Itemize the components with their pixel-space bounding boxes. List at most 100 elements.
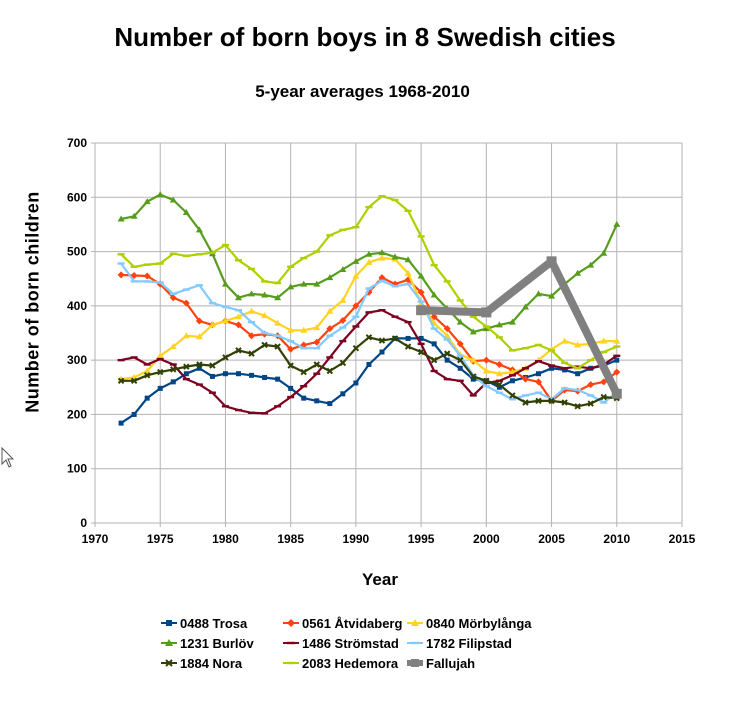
data-point bbox=[600, 249, 608, 256]
data-point bbox=[457, 356, 464, 364]
series-1486-str-mstad bbox=[117, 309, 621, 415]
data-point bbox=[404, 256, 412, 263]
data-point bbox=[300, 256, 308, 260]
data-point bbox=[535, 378, 543, 386]
data-point bbox=[535, 290, 543, 297]
data-point bbox=[365, 311, 373, 314]
y-tick-label: 500 bbox=[67, 245, 87, 259]
data-point bbox=[340, 391, 346, 397]
data-point bbox=[209, 362, 216, 369]
data-point bbox=[378, 279, 386, 283]
data-point bbox=[221, 405, 229, 408]
data-point bbox=[521, 367, 529, 370]
data-point bbox=[443, 280, 451, 283]
data-point bbox=[274, 319, 282, 326]
data-point bbox=[600, 378, 608, 386]
data-point bbox=[248, 350, 255, 357]
data-point bbox=[470, 373, 477, 380]
data-point bbox=[587, 381, 595, 389]
data-point bbox=[417, 272, 425, 279]
data-point bbox=[165, 659, 173, 667]
data-point bbox=[587, 261, 595, 268]
legend-item: 2083 Hedemora bbox=[282, 655, 406, 671]
legend-item: 0488 Trosa bbox=[160, 615, 282, 631]
data-point bbox=[508, 374, 516, 377]
data-point bbox=[117, 271, 125, 279]
data-point bbox=[469, 394, 477, 397]
data-point bbox=[548, 364, 556, 367]
data-point bbox=[169, 343, 177, 350]
y-tick-label: 600 bbox=[67, 190, 87, 204]
data-point bbox=[587, 400, 594, 407]
data-point bbox=[300, 385, 308, 388]
data-point bbox=[248, 411, 256, 414]
data-point bbox=[404, 282, 412, 286]
series-1884-nora bbox=[117, 334, 620, 410]
data-point bbox=[327, 401, 333, 407]
data-point bbox=[444, 357, 450, 363]
data-point bbox=[587, 367, 595, 370]
data-point bbox=[600, 401, 608, 404]
data-point bbox=[300, 326, 308, 333]
data-point bbox=[574, 403, 581, 410]
y-tick-label: 300 bbox=[67, 353, 87, 367]
data-point bbox=[221, 243, 229, 247]
data-point bbox=[261, 312, 269, 319]
data-point bbox=[195, 383, 203, 386]
data-point bbox=[391, 335, 399, 342]
data-point bbox=[143, 372, 151, 379]
data-point bbox=[261, 280, 269, 283]
data-point bbox=[195, 253, 203, 256]
data-point bbox=[600, 350, 608, 354]
data-point bbox=[481, 307, 492, 318]
series-0488-trosa bbox=[118, 335, 620, 426]
x-tick-label: 2000 bbox=[473, 532, 500, 546]
x-axis-label: Year bbox=[362, 570, 398, 589]
series-line bbox=[120, 337, 618, 425]
data-point bbox=[535, 360, 543, 363]
data-point bbox=[456, 354, 464, 357]
data-point bbox=[326, 325, 334, 333]
data-point bbox=[418, 335, 424, 341]
data-point bbox=[495, 360, 503, 368]
legend-swatch bbox=[407, 659, 423, 667]
data-point bbox=[234, 259, 242, 262]
data-point bbox=[182, 332, 190, 339]
data-point bbox=[182, 208, 190, 215]
data-point bbox=[378, 274, 386, 282]
data-point bbox=[521, 347, 529, 350]
data-point bbox=[143, 272, 151, 280]
data-point bbox=[261, 331, 269, 335]
data-point bbox=[365, 287, 373, 290]
data-point bbox=[548, 398, 556, 401]
data-point bbox=[469, 315, 477, 318]
data-point bbox=[404, 269, 412, 276]
data-point bbox=[117, 262, 125, 265]
data-point bbox=[482, 356, 490, 364]
data-point bbox=[234, 408, 242, 412]
data-point bbox=[535, 397, 542, 405]
data-point bbox=[483, 377, 490, 384]
data-point bbox=[431, 341, 437, 347]
data-point bbox=[313, 372, 321, 375]
legend-label: 1782 Filipstad bbox=[426, 635, 512, 651]
data-point bbox=[209, 373, 215, 379]
data-point bbox=[456, 340, 464, 348]
legend-item: 1782 Filipstad bbox=[406, 635, 566, 651]
data-point bbox=[404, 343, 412, 350]
data-point bbox=[339, 228, 347, 232]
legend-item: 0561 Åtvidaberg bbox=[282, 615, 406, 631]
legend-swatch bbox=[283, 619, 299, 627]
data-point bbox=[482, 325, 490, 332]
data-point bbox=[574, 388, 582, 392]
data-point bbox=[195, 317, 203, 325]
data-point bbox=[404, 320, 412, 324]
data-point bbox=[314, 398, 320, 404]
data-point bbox=[196, 361, 203, 368]
series-line bbox=[120, 262, 618, 404]
data-point bbox=[587, 358, 595, 362]
legend-label: 1231 Burlöv bbox=[180, 635, 254, 651]
data-point bbox=[417, 235, 425, 238]
series-line bbox=[420, 257, 621, 396]
data-point bbox=[496, 384, 502, 390]
